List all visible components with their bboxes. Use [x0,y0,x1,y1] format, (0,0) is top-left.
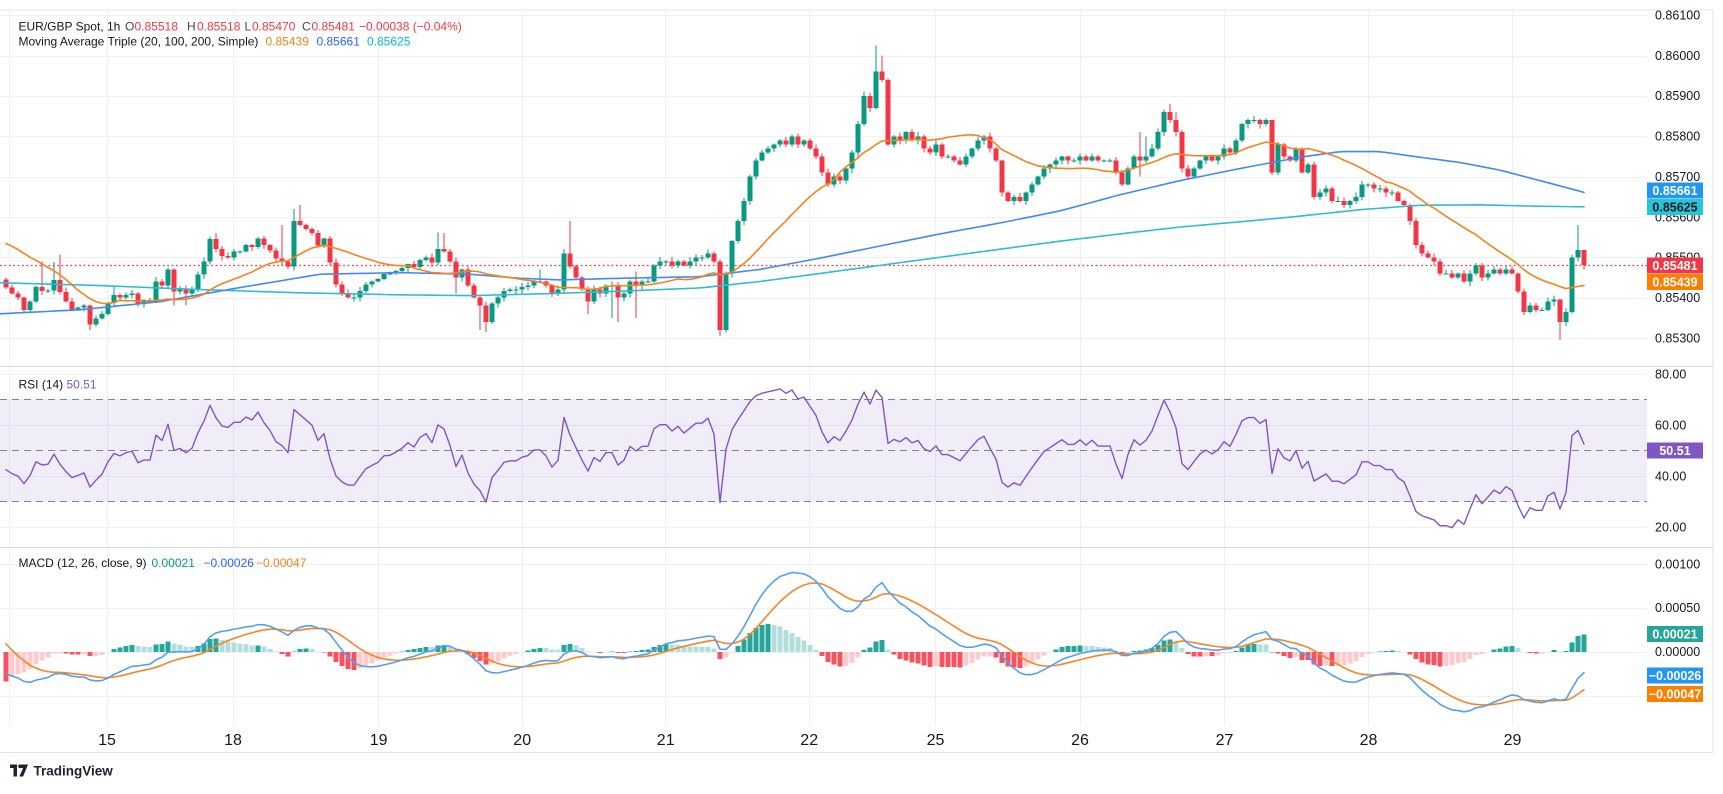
svg-text:L: L [245,20,252,34]
svg-text:0.85625: 0.85625 [367,35,411,49]
svg-text:Moving Average Triple (20, 100: Moving Average Triple (20, 100, 200, Sim… [19,35,259,49]
svg-text:0.86100: 0.86100 [1655,9,1700,23]
svg-text:0.85700: 0.85700 [1655,170,1700,184]
svg-text:H: H [187,20,196,34]
svg-text:50.51: 50.51 [1659,444,1690,458]
svg-text:C: C [302,20,311,34]
svg-text:0.85300: 0.85300 [1655,331,1700,345]
svg-text:20.00: 20.00 [1655,520,1686,534]
svg-text:RSI (14): RSI (14) [19,378,64,392]
svg-text:22: 22 [800,732,818,749]
svg-text:0.85400: 0.85400 [1655,291,1700,305]
svg-text:0.85625: 0.85625 [1652,200,1697,214]
svg-text:0.85481: 0.85481 [1652,259,1697,273]
svg-text:40.00: 40.00 [1655,469,1686,483]
svg-text:0.85900: 0.85900 [1655,89,1700,103]
svg-text:15: 15 [98,732,116,749]
svg-text:−0.00047: −0.00047 [1649,687,1702,701]
svg-text:21: 21 [657,732,675,749]
svg-text:0.00021: 0.00021 [152,556,196,570]
svg-text:0.00100: 0.00100 [1655,557,1700,571]
svg-text:0.85661: 0.85661 [1652,184,1697,198]
svg-text:−0.00026: −0.00026 [1649,669,1702,683]
svg-text:27: 27 [1216,732,1234,749]
svg-text:28: 28 [1360,732,1378,749]
svg-text:EUR/GBP Spot, 1h: EUR/GBP Spot, 1h [19,20,121,34]
svg-text:0.85470: 0.85470 [252,20,296,34]
svg-text:O: O [125,20,134,34]
svg-text:50.51: 50.51 [67,378,97,392]
svg-text:0.85481: 0.85481 [312,20,356,34]
svg-text:TradingView: TradingView [34,764,114,779]
svg-text:MACD (12, 26, close, 9): MACD (12, 26, close, 9) [19,556,147,570]
svg-text:60.00: 60.00 [1655,418,1686,432]
svg-text:29: 29 [1504,732,1522,749]
svg-text:18: 18 [224,732,242,749]
svg-text:0.85439: 0.85439 [266,35,310,49]
svg-text:0.00021: 0.00021 [1652,627,1697,641]
svg-text:0.86000: 0.86000 [1655,49,1700,63]
svg-text:0.85518: 0.85518 [135,20,179,34]
svg-text:26: 26 [1071,732,1089,749]
svg-text:0.85661: 0.85661 [317,35,361,49]
svg-text:25: 25 [927,732,945,749]
svg-text:0.00000: 0.00000 [1655,645,1700,659]
svg-text:19: 19 [370,732,388,749]
svg-text:0.00050: 0.00050 [1655,601,1700,615]
svg-text:−0.00026: −0.00026 [204,556,255,570]
svg-text:20: 20 [513,732,531,749]
svg-text:80.00: 80.00 [1655,367,1686,381]
svg-text:−0.00047: −0.00047 [256,556,307,570]
svg-text:0.85439: 0.85439 [1652,275,1697,289]
svg-text:−0.00038 (−0.04%): −0.00038 (−0.04%) [359,20,462,34]
svg-text:0.85518: 0.85518 [197,20,241,34]
svg-text:0.85800: 0.85800 [1655,130,1700,144]
